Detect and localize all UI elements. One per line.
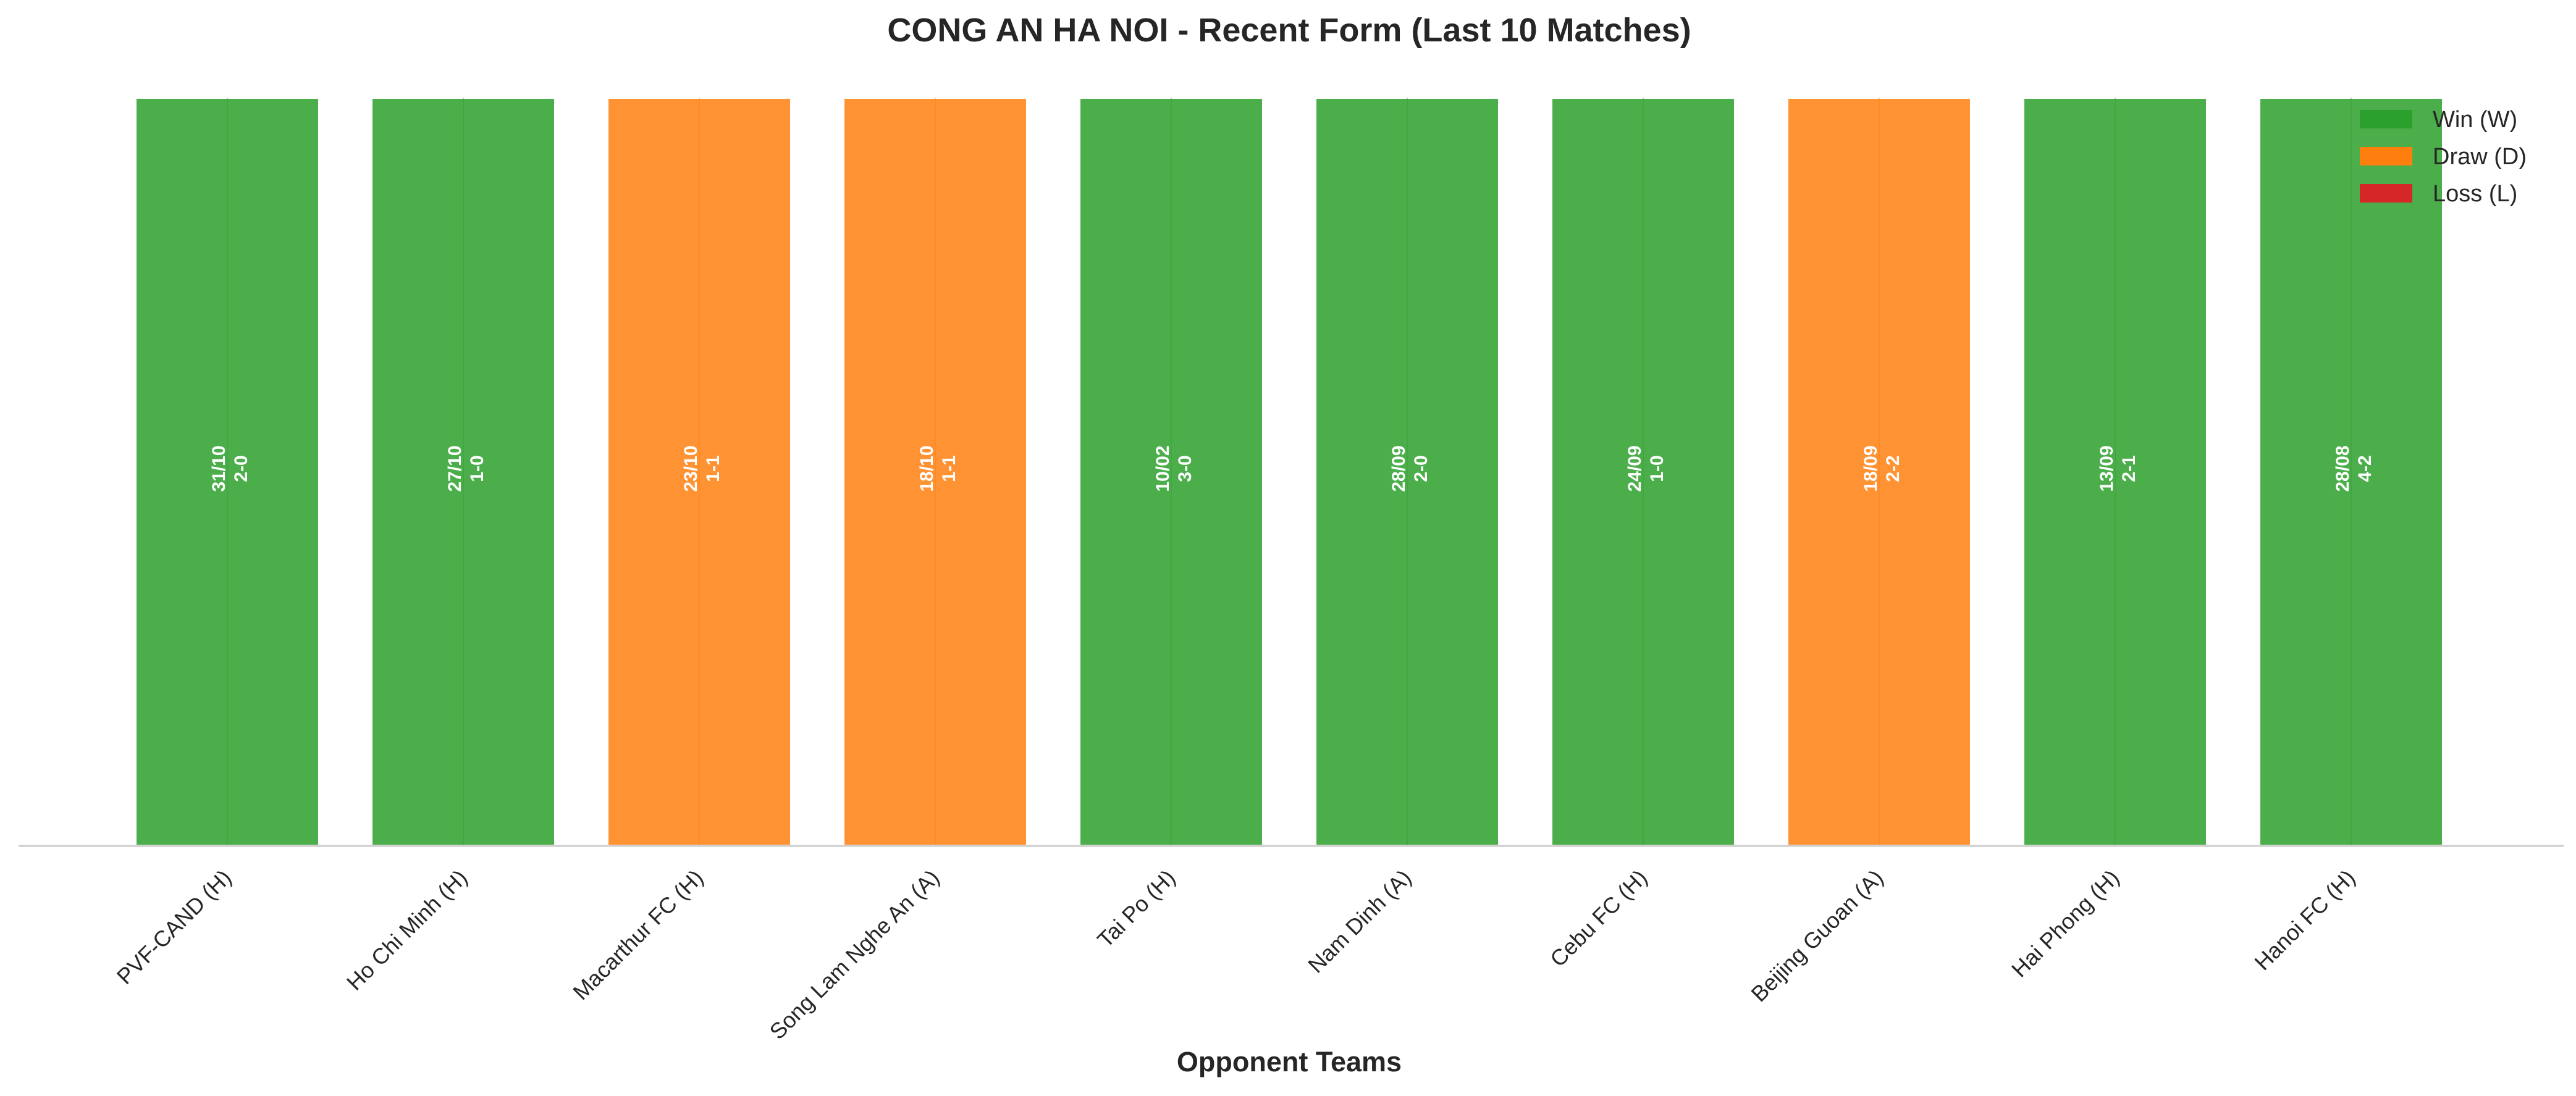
match-score: 1-1 bbox=[703, 455, 723, 482]
legend-label: Loss (L) bbox=[2433, 181, 2517, 207]
bar-label: 27/10 1-0 bbox=[445, 445, 487, 492]
x-tick-label: Song Lam Nghe An (A) bbox=[765, 864, 945, 1044]
bar-label: 18/10 1-1 bbox=[917, 445, 959, 492]
match-date: 18/10 bbox=[917, 445, 937, 492]
legend-swatch-w bbox=[2360, 110, 2412, 128]
legend-swatch-l bbox=[2360, 184, 2412, 203]
bar-label: 18/09 2-2 bbox=[1861, 445, 1903, 492]
match-date: 27/10 bbox=[445, 445, 465, 492]
legend-label: Draw (D) bbox=[2433, 144, 2527, 170]
bar-label: 13/09 2-1 bbox=[2097, 445, 2139, 492]
x-tick-label: Beijing Guoan (A) bbox=[1746, 864, 1888, 1006]
match-date: 10/02 bbox=[1153, 445, 1173, 492]
legend-swatch-d bbox=[2360, 147, 2412, 165]
bar-label: 10/02 3-0 bbox=[1153, 445, 1195, 492]
match-date: 28/08 bbox=[2333, 445, 2353, 492]
x-axis-title: Opponent Teams bbox=[1177, 1046, 1402, 1077]
legend-label: Win (W) bbox=[2433, 107, 2517, 133]
x-tick-label: Hai Phong (H) bbox=[2006, 864, 2124, 982]
match-score: 3-0 bbox=[1175, 455, 1195, 482]
bar-4 bbox=[842, 96, 1029, 847]
match-score: 1-0 bbox=[467, 455, 487, 482]
match-date: 13/09 bbox=[2097, 445, 2117, 492]
match-score: 1-1 bbox=[939, 455, 959, 482]
x-tick-label: Tai Po (H) bbox=[1092, 864, 1180, 952]
bar-label: 23/10 1-1 bbox=[681, 445, 723, 492]
match-date: 23/10 bbox=[681, 445, 701, 492]
bar-7 bbox=[1550, 96, 1736, 847]
bar-2 bbox=[370, 96, 557, 847]
bar-5 bbox=[1078, 96, 1265, 847]
legend: Win (W) Draw (D) Loss (L) bbox=[2360, 107, 2527, 207]
x-tick-label: Macarthur FC (H) bbox=[568, 864, 708, 1005]
match-score: 2-1 bbox=[2119, 455, 2139, 482]
match-score: 2-2 bbox=[1883, 455, 1903, 482]
bar-label: 28/09 2-0 bbox=[1389, 445, 1431, 492]
x-tick-label: Nam Dinh (A) bbox=[1303, 864, 1416, 977]
bar-3 bbox=[606, 96, 793, 847]
bar-1 bbox=[134, 96, 321, 847]
bar-label: 24/09 1-0 bbox=[1625, 445, 1667, 492]
x-tick-label: Hanoi FC (H) bbox=[2249, 864, 2360, 975]
match-score: 2-0 bbox=[1411, 455, 1431, 482]
x-tick-label: PVF-CAND (H) bbox=[112, 864, 237, 989]
bars-layer: 31/10 2-0 27/10 1-0 23/10 1-1 18/10 1-1 10/02 3-0… bbox=[134, 96, 2444, 847]
match-score: 4-2 bbox=[2355, 455, 2375, 482]
bar-10 bbox=[2258, 96, 2444, 847]
match-date: 31/10 bbox=[209, 445, 229, 492]
bar-label: 28/08 4-2 bbox=[2333, 445, 2375, 492]
bar-label: 31/10 2-0 bbox=[209, 445, 251, 492]
match-date: 24/09 bbox=[1625, 445, 1645, 492]
chart-title: CONG AN HA NOI - Recent Form (Last 10 Ma… bbox=[887, 12, 1691, 49]
match-date: 18/09 bbox=[1861, 445, 1881, 492]
x-tick-label: Ho Chi Minh (H) bbox=[342, 864, 472, 995]
match-score: 2-0 bbox=[231, 455, 251, 482]
bar-6 bbox=[1314, 96, 1501, 847]
match-date: 28/09 bbox=[1389, 445, 1409, 492]
match-score: 1-0 bbox=[1647, 455, 1667, 482]
x-tick-label: Cebu FC (H) bbox=[1545, 864, 1652, 971]
x-tick-labels: PVF-CAND (H) Ho Chi Minh (H) Macarthur FC … bbox=[112, 864, 2360, 1044]
